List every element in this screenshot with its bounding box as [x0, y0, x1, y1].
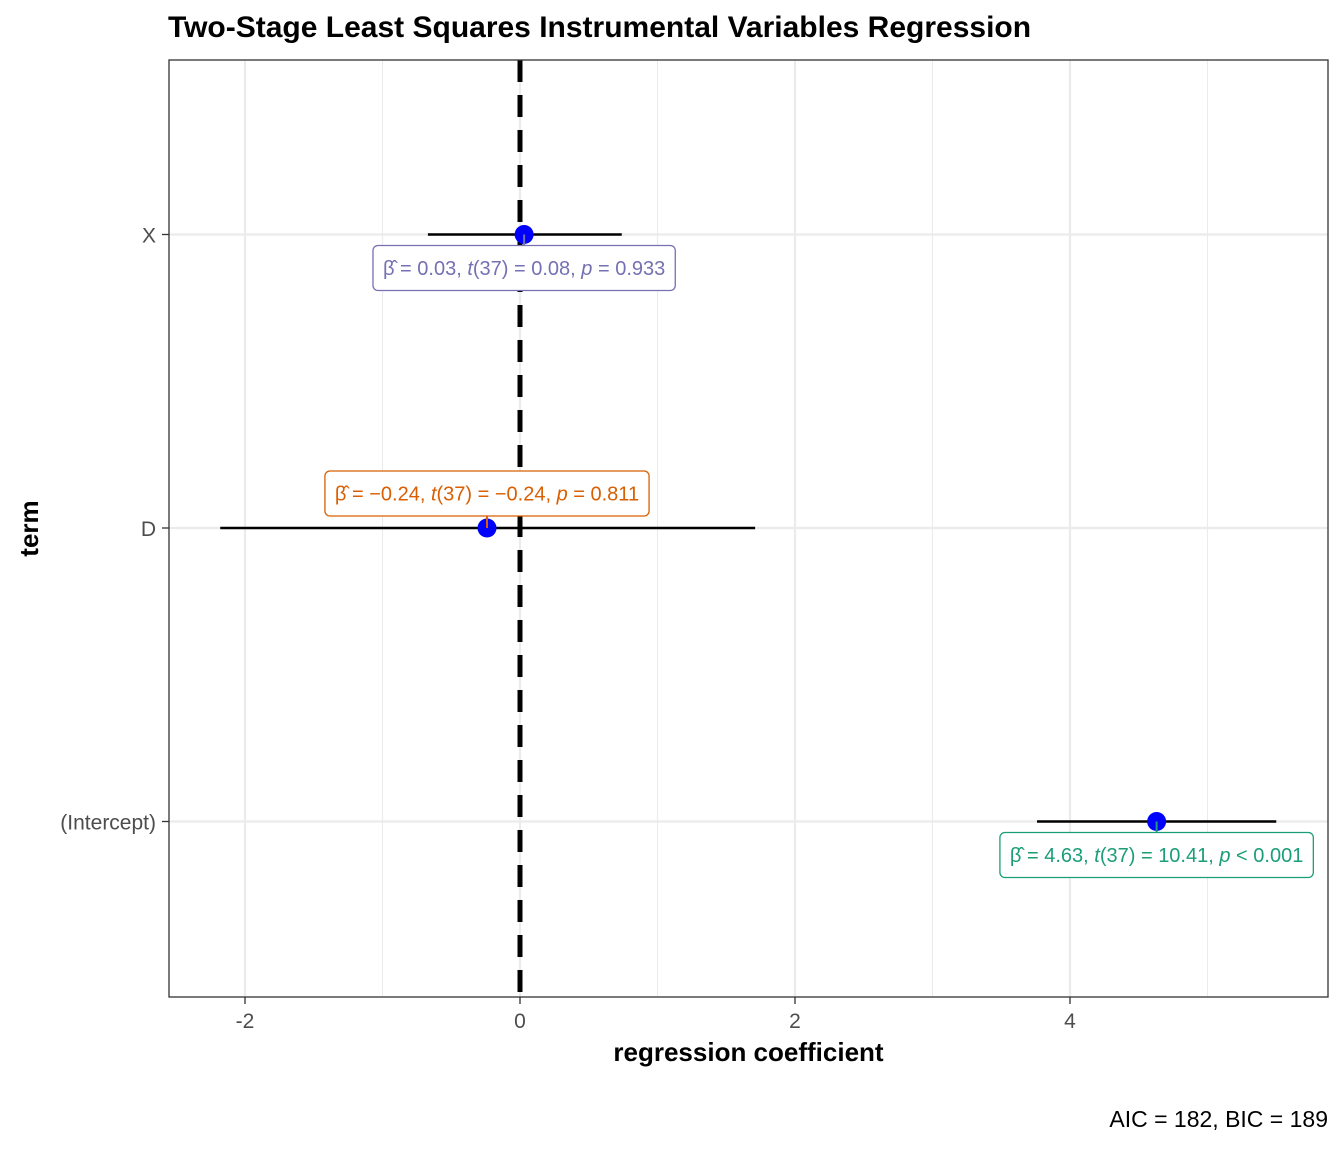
annotation-intercept: β̂ = 4.63, t(37) = 10.41, p < 0.001: [999, 821, 1314, 879]
x-axis-title: regression coefficient: [613, 1037, 884, 1067]
y-tick-label: (Intercept): [60, 812, 156, 835]
x-tick-label: -2: [236, 1010, 255, 1033]
x-tick-label: 4: [1064, 1010, 1076, 1033]
annotation-label: β̂ = 4.63, t(37) = 10.41, p < 0.001: [1010, 845, 1303, 867]
model-fit-caption: AIC = 182, BIC = 189: [1109, 1106, 1328, 1132]
annotation-label: β̂ = 0.03, t(37) = 0.08, p = 0.933: [383, 258, 665, 280]
axes: -2 0 2 4 X D (Intercept): [60, 225, 1076, 1034]
x-tick-label: 0: [514, 1010, 526, 1033]
annotation-label: β̂ = −0.24, t(37) = −0.24, p = 0.811: [335, 484, 639, 506]
y-tick-label: D: [141, 518, 156, 541]
chart-title: Two-Stage Least Squares Instrumental Var…: [168, 11, 1031, 44]
y-axis-title: term: [14, 500, 44, 556]
x-tick-label: 2: [789, 1010, 801, 1033]
annotation-x: β̂ = 0.03, t(37) = 0.08, p = 0.933: [372, 234, 676, 292]
annotation-d: β̂ = −0.24, t(37) = −0.24, p = 0.811: [324, 470, 650, 528]
y-tick-label: X: [142, 225, 156, 248]
annotations: β̂ = 0.03, t(37) = 0.08, p = 0.933 β̂ = −…: [324, 234, 1314, 879]
